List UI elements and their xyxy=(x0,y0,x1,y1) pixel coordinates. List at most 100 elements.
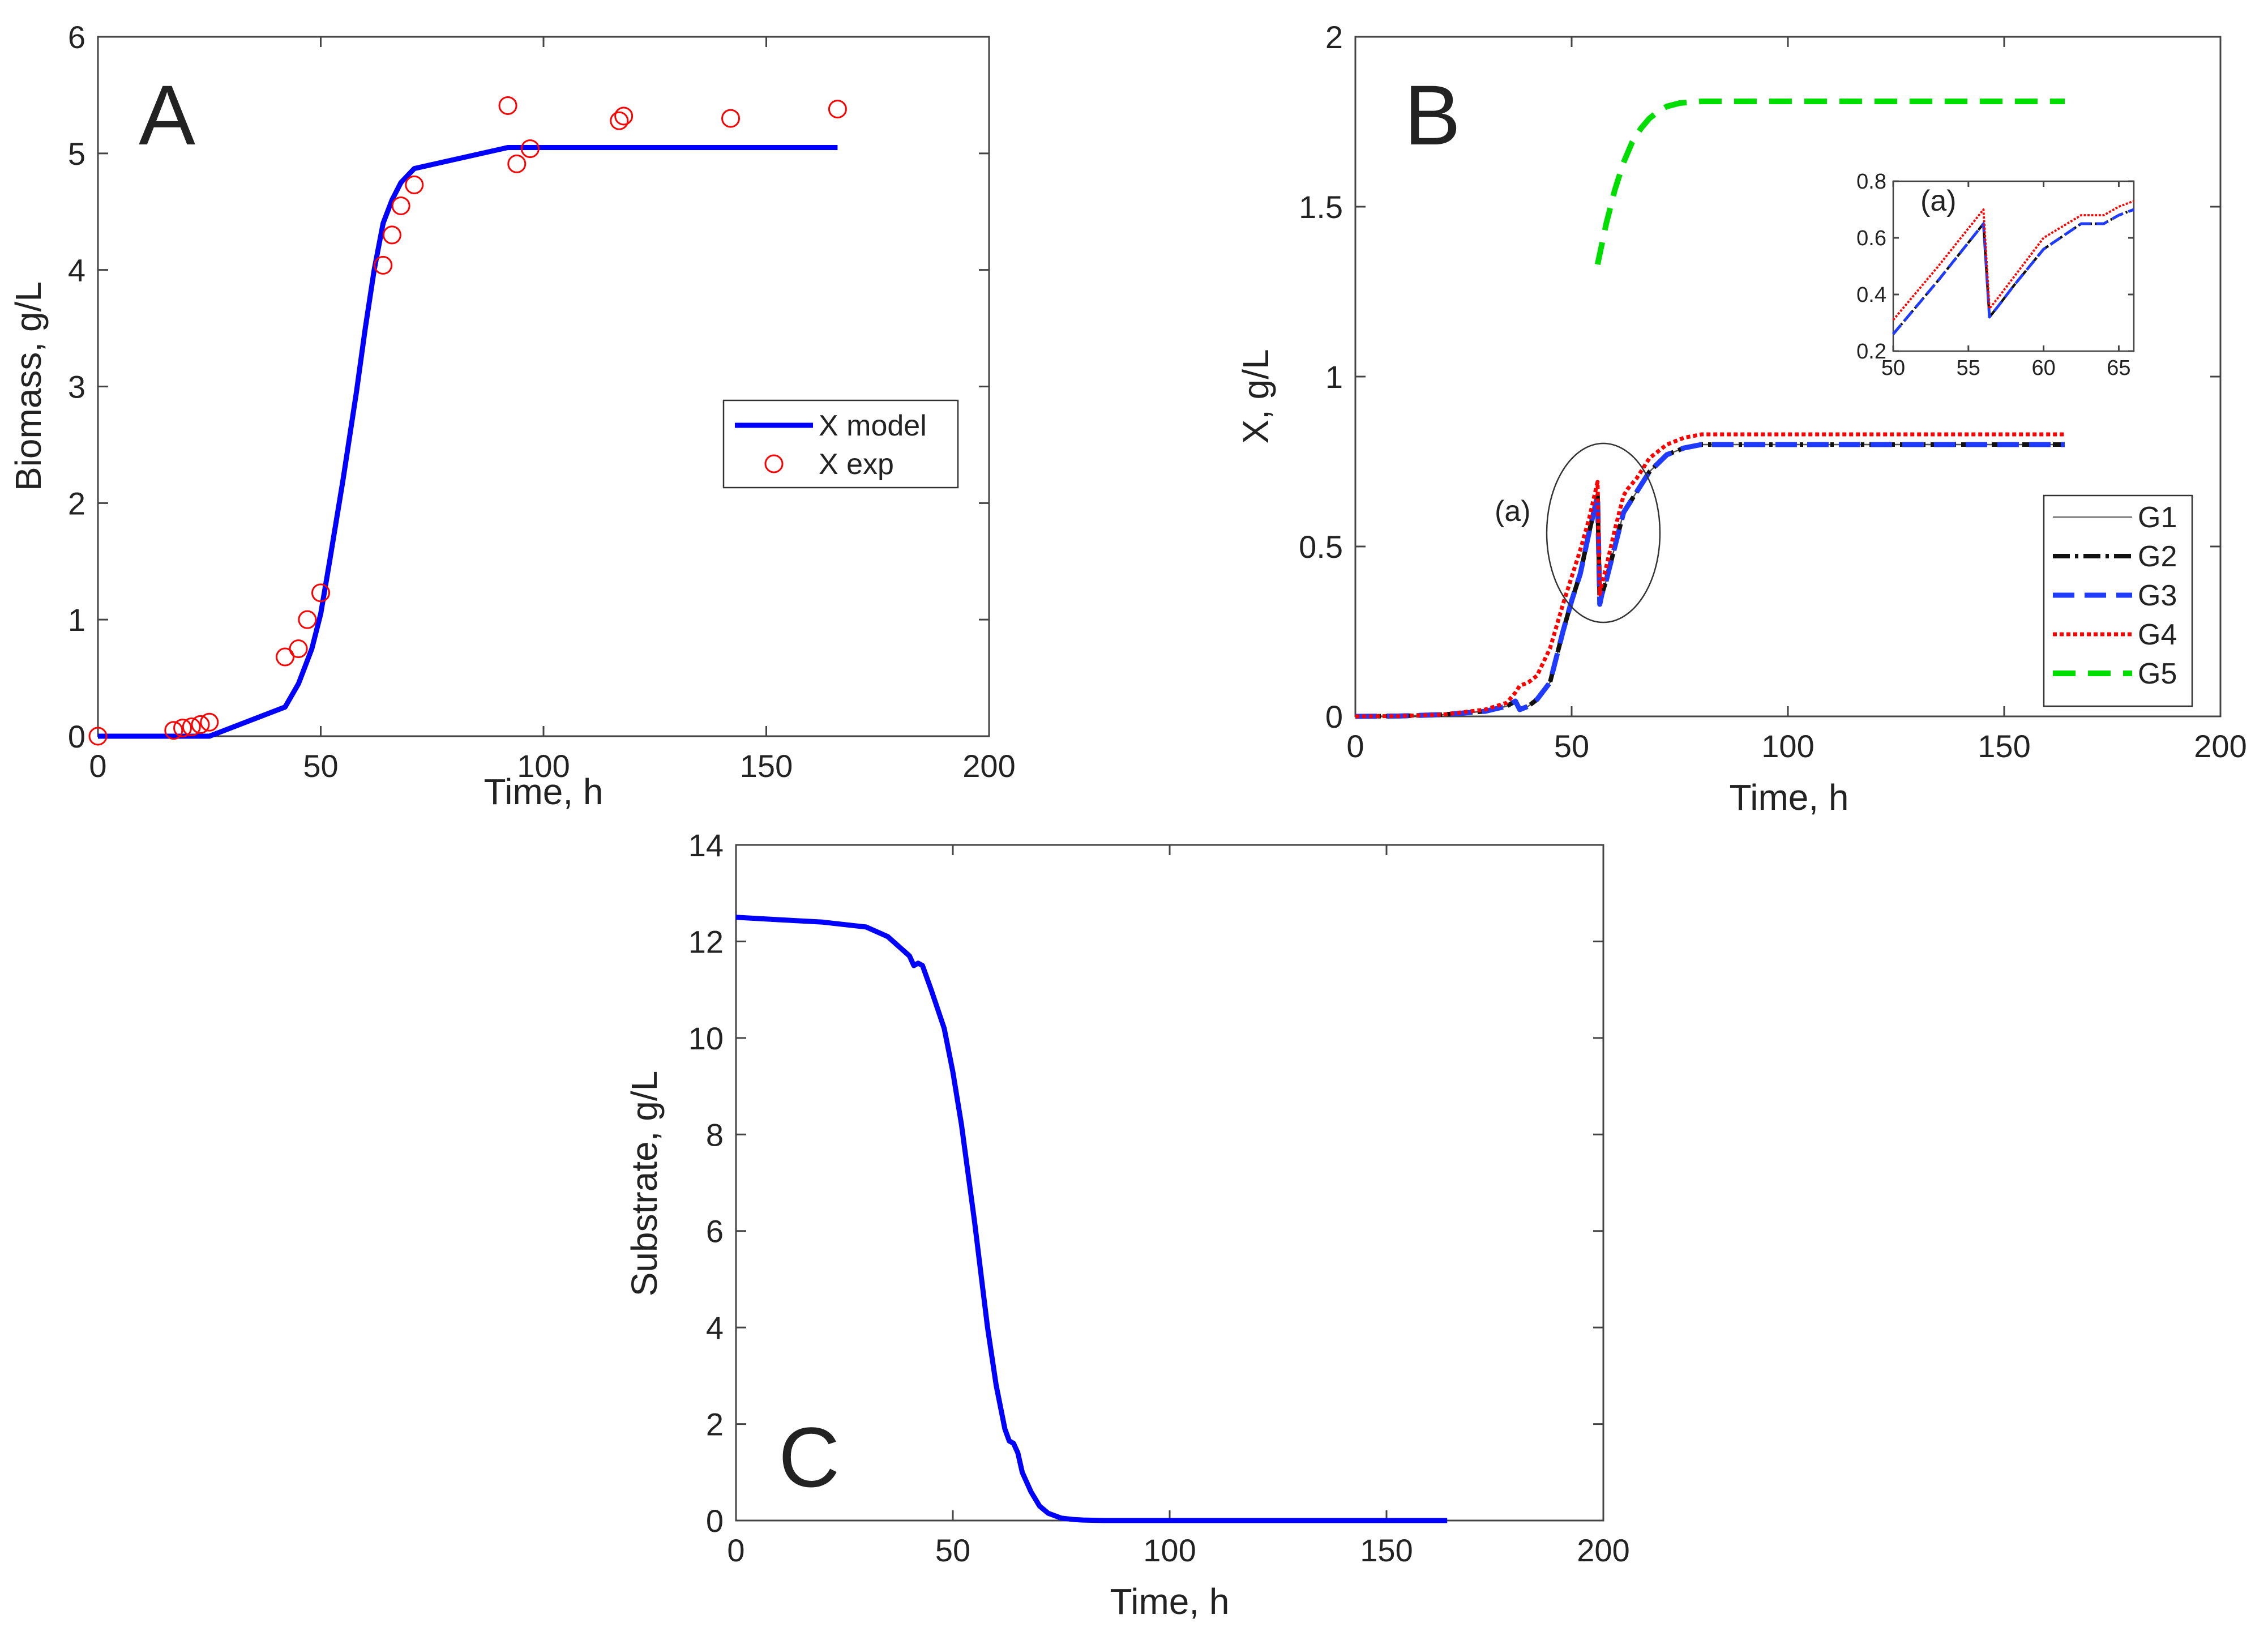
panel-b-inset-x-tick-label: 60 xyxy=(2031,356,2055,380)
panel-a-y-ticks: 0 1 2 3 4 5 6 xyxy=(68,19,989,754)
panel-a-x-tick-label: 200 xyxy=(962,748,1015,784)
panel-b-inset-frame xyxy=(1892,180,2135,352)
panel-a-x-ticks: 0 50 100 150 200 xyxy=(89,37,1016,784)
panel-b-y-tick-label: 1.5 xyxy=(1299,189,1343,225)
panel-a-point-x-exp xyxy=(391,196,410,215)
panel-b-x-tick-label: 100 xyxy=(1761,728,1814,764)
panel-a-y-tick-label: 1 xyxy=(68,602,85,638)
panel-b-inset-x-ticks: 50 55 60 65 xyxy=(1881,181,2131,380)
panel-b-highlight-ellipse xyxy=(1546,442,1661,624)
panel-a-x-axis-label: Time, h xyxy=(484,771,604,812)
panel-b-x-tick-label: 200 xyxy=(2194,728,2246,764)
panel-c-letter: C xyxy=(778,1410,840,1505)
panel-a-plot-frame xyxy=(97,36,990,737)
panel-a-legend-label-x-model: X model xyxy=(819,409,927,442)
panel-c-y-ticks: 0 2 4 6 8 10 12 14 xyxy=(688,827,1603,1539)
panel-b-y-tick-label: 0 xyxy=(1325,699,1343,735)
panel-a-series xyxy=(88,96,847,746)
panel-c-y-axis-label: Substrate, g/L xyxy=(624,1071,665,1296)
panel-a-legend: X model X exp xyxy=(722,399,959,489)
panel-a-point-x-exp xyxy=(88,727,108,746)
panel-b-line-g3 xyxy=(1355,442,2065,719)
panel-b-legend-label-g3: G3 xyxy=(2138,579,2177,612)
panel-c-substrate-chart: 0 50 100 150 200 0 2 4 6 8 10 12 14 C Time, h Subst… xyxy=(624,827,1630,1622)
panel-a-letter: A xyxy=(139,67,195,163)
panel-c-y-tick-label: 8 xyxy=(706,1117,724,1152)
panel-c-series xyxy=(735,915,1448,1523)
panel-c-y-tick-label: 4 xyxy=(706,1310,724,1346)
panel-a-point-x-exp xyxy=(276,647,295,667)
panel-b-line-g5 xyxy=(1594,99,2065,266)
panel-b-series xyxy=(1355,99,2065,719)
panel-a-legend-swatch-x-exp xyxy=(764,454,784,473)
panel-b-x-tick-label: 150 xyxy=(1978,728,2030,764)
panel-a-point-x-exp xyxy=(311,583,330,603)
panel-a-point-x-exp xyxy=(405,175,424,194)
panel-a-legend-box xyxy=(722,399,959,489)
panel-a-point-x-exp xyxy=(374,255,393,275)
panel-b-inset-label: (a) xyxy=(1920,185,1957,217)
panel-c-y-tick-label: 12 xyxy=(688,924,724,959)
panel-b-biomass-groups-chart: 0 50 100 150 200 00.511.52 B Time, h X, g/L … xyxy=(1235,19,2247,818)
panel-b-letter: B xyxy=(1404,67,1461,163)
panel-a-y-tick-label: 2 xyxy=(68,485,85,521)
panel-c-x-ticks: 0 50 100 150 200 xyxy=(727,845,1630,1568)
panel-c-x-tick-label: 50 xyxy=(935,1532,970,1568)
panel-a-point-x-exp xyxy=(164,721,183,740)
panel-c-y-tick-label: 14 xyxy=(688,827,724,863)
panel-a-x-tick-label: 50 xyxy=(303,748,338,784)
panel-b-x-tick-label: 50 xyxy=(1554,728,1589,764)
panel-a-point-x-exp xyxy=(721,109,741,128)
panel-b-inset-y-ticks: 0.2 0.4 0.6 0.8 xyxy=(1856,170,2134,364)
panel-a-point-x-exp xyxy=(289,639,308,659)
panel-c-plot-frame xyxy=(735,844,1604,1522)
panel-b-ellipse-annotation: (a) xyxy=(1495,495,1531,528)
panel-c-x-tick-label: 100 xyxy=(1143,1532,1196,1568)
panel-a-point-x-exp xyxy=(507,154,527,173)
panel-a-y-tick-label: 4 xyxy=(68,253,85,288)
panel-c-y-tick-label: 6 xyxy=(706,1214,724,1249)
panel-b-line-g4 xyxy=(1355,432,2065,719)
panel-b-inset-x-tick-label: 55 xyxy=(1957,356,1980,380)
panel-c-y-tick-label: 0 xyxy=(706,1503,724,1539)
panel-b-inset-y-tick-label: 0.2 xyxy=(1856,340,1886,364)
panel-a-point-x-exp xyxy=(610,111,629,130)
panel-b-legend-label-g2: G2 xyxy=(2138,540,2177,573)
panel-c-x-tick-label: 0 xyxy=(727,1532,744,1568)
panel-b-legend-label-g4: G4 xyxy=(2138,618,2177,651)
panel-a-biomass-chart: 0 50 100 150 200 0 1 2 3 4 5 6 A Time, h Biomass, … xyxy=(8,19,1016,812)
panel-a-y-tick-label: 0 xyxy=(68,719,85,754)
panel-b-y-axis-label: X, g/L xyxy=(1235,349,1276,443)
panel-b-x-axis-label: Time, h xyxy=(1730,777,1849,818)
panel-b-inset-y-tick-label: 0.8 xyxy=(1856,170,1886,194)
panel-b-inset: 50 55 60 65 0.2 0.4 0.6 0.8 (a) xyxy=(1856,170,2135,380)
panel-a-point-x-exp xyxy=(173,719,192,738)
panel-b-inset-line-g4 xyxy=(1892,200,2134,321)
panel-a-x-tick-label: 0 xyxy=(89,748,106,784)
panel-a-y-tick-label: 6 xyxy=(68,19,85,55)
panel-c-x-tick-label: 150 xyxy=(1360,1532,1413,1568)
panel-b-legend: G1 G2 G3 G4 G5 xyxy=(2043,494,2193,707)
panel-b-y-ticks: 0 0.5 1 1.5 2 xyxy=(1299,19,2220,735)
panel-b-legend-label-g1: G1 xyxy=(2138,501,2177,534)
panel-a-point-x-exp xyxy=(828,100,847,119)
panel-a-y-axis-label: Biomass, g/L xyxy=(8,281,49,491)
panel-a-y-tick-label: 3 xyxy=(68,369,85,405)
panel-b-inset-y-tick-label: 0.4 xyxy=(1856,283,1886,307)
panel-a-point-x-exp xyxy=(382,225,401,245)
panel-b-x-tick-label: 0 xyxy=(1346,728,1364,764)
panel-b-y-tick-label: 1 xyxy=(1325,359,1343,395)
panel-a-point-x-exp xyxy=(520,139,540,159)
panel-b-inset-y-tick-label: 0.6 xyxy=(1856,227,1886,250)
panel-a-point-x-exp xyxy=(298,610,317,629)
panel-c-line-s-model xyxy=(735,915,1448,1523)
panel-a-legend-label-x-exp: X exp xyxy=(819,448,894,481)
panel-c-y-tick-label: 2 xyxy=(706,1407,724,1442)
panel-a-line-x-model xyxy=(98,145,838,739)
panel-b-x-ticks: 0 50 100 150 200 xyxy=(1346,37,2247,764)
panel-c-y-tick-label: 10 xyxy=(688,1020,724,1056)
panel-a-point-x-exp xyxy=(191,715,210,734)
panel-b-y-tick-label: 0.5 xyxy=(1299,529,1343,565)
panel-b-inset-series xyxy=(1892,200,2134,335)
